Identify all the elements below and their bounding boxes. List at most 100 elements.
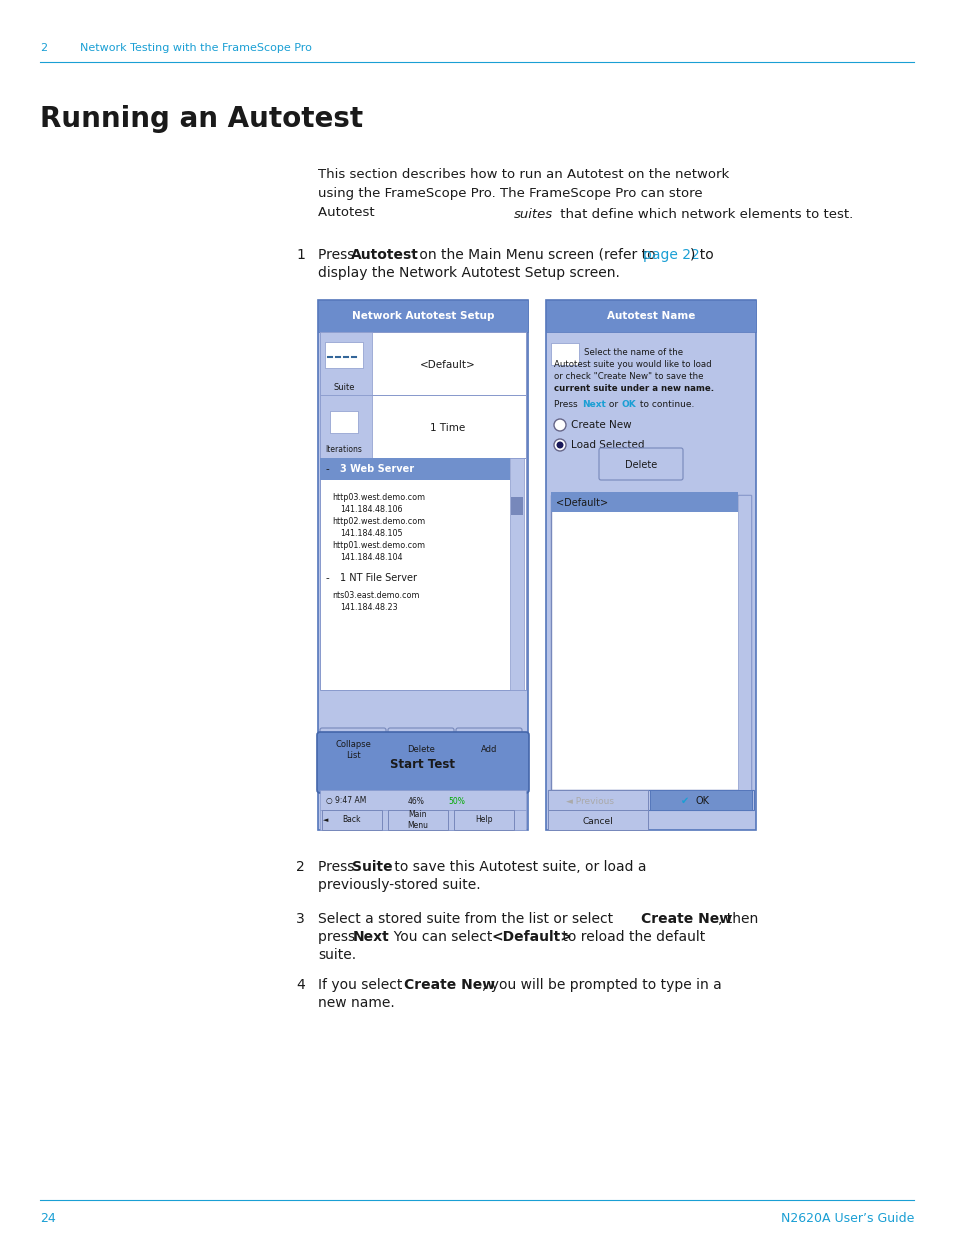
Bar	[649, 790, 751, 810]
Text: Network Autotest Setup: Network Autotest Setup	[352, 311, 494, 321]
Text: to reload the default: to reload the default	[558, 930, 704, 944]
Text: previously-stored suite.: previously-stored suite.	[317, 878, 480, 892]
Text: ◄: ◄	[323, 818, 328, 823]
Text: Start Test: Start Test	[390, 757, 455, 771]
Bar	[322, 810, 381, 830]
Text: Iterations: Iterations	[325, 446, 362, 454]
Text: Press: Press	[554, 400, 579, 409]
Text: display the Network Autotest Setup screen.: display the Network Autotest Setup scree…	[317, 266, 619, 280]
Text: 1 Time: 1 Time	[430, 424, 465, 433]
Bar	[511, 496, 522, 515]
Text: or check "Create New" to save the: or check "Create New" to save the	[554, 372, 702, 382]
Text: <Default>: <Default>	[556, 498, 607, 508]
Text: http01.west.demo.com: http01.west.demo.com	[332, 541, 425, 551]
Text: <Default>: <Default>	[492, 930, 572, 944]
Text: . You can select: . You can select	[385, 930, 497, 944]
Bar	[319, 332, 372, 395]
FancyBboxPatch shape	[456, 727, 521, 772]
Text: or: or	[605, 400, 620, 409]
Text: Delete: Delete	[407, 746, 435, 755]
Text: nts03.east.demo.com: nts03.east.demo.com	[332, 592, 419, 600]
Bar	[547, 810, 647, 830]
Text: , then: , then	[718, 911, 758, 926]
Text: ○ 9:47 AM: ○ 9:47 AM	[326, 797, 366, 805]
Bar	[551, 492, 738, 513]
Text: Load Selected: Load Selected	[571, 440, 644, 450]
Bar	[317, 300, 527, 830]
Bar	[319, 395, 372, 458]
Text: -: -	[326, 464, 333, 474]
Text: Press: Press	[317, 860, 358, 874]
Text: 2: 2	[295, 860, 304, 874]
Text: 2: 2	[40, 43, 47, 53]
Text: 1 NT File Server: 1 NT File Server	[339, 573, 416, 583]
Text: 50%: 50%	[448, 797, 464, 805]
Bar	[738, 495, 750, 790]
Text: Main
Menu: Main Menu	[407, 810, 428, 830]
Text: OK: OK	[696, 797, 709, 806]
Text: Create New: Create New	[640, 911, 731, 926]
Text: Next: Next	[353, 930, 390, 944]
Text: Create New: Create New	[571, 420, 631, 430]
Text: Autotest: Autotest	[351, 248, 418, 262]
Text: , you will be prompted to type in a: , you will be prompted to type in a	[481, 978, 721, 992]
Text: -: -	[326, 573, 333, 583]
Text: OK: OK	[621, 400, 636, 409]
FancyBboxPatch shape	[319, 727, 386, 772]
Text: new name.: new name.	[317, 995, 395, 1010]
Circle shape	[556, 441, 563, 448]
Bar	[325, 342, 363, 368]
Text: Back: Back	[342, 815, 361, 825]
Text: 141.184.48.106: 141.184.48.106	[339, 505, 402, 515]
Text: Suite: Suite	[333, 384, 355, 393]
Text: 1: 1	[295, 248, 305, 262]
Text: 4: 4	[295, 978, 304, 992]
Text: Running an Autotest: Running an Autotest	[40, 105, 363, 133]
Text: Autotest Name: Autotest Name	[606, 311, 695, 321]
Text: suites: suites	[514, 207, 553, 221]
Bar	[547, 790, 647, 810]
Text: 46%: 46%	[408, 797, 424, 805]
Text: Autotest suite you would like to load: Autotest suite you would like to load	[554, 359, 711, 369]
Text: Next: Next	[581, 400, 605, 409]
Text: 141.184.48.23: 141.184.48.23	[339, 604, 397, 613]
Bar	[319, 810, 525, 830]
Text: 3: 3	[295, 911, 304, 926]
Bar	[388, 810, 448, 830]
Bar	[317, 300, 527, 332]
Text: If you select: If you select	[317, 978, 406, 992]
Bar	[545, 300, 755, 332]
Circle shape	[554, 419, 565, 431]
Bar	[551, 343, 578, 366]
Text: Network Testing with the FrameScope Pro: Network Testing with the FrameScope Pro	[80, 43, 312, 53]
Bar	[551, 495, 750, 790]
Text: ◄ Previous: ◄ Previous	[565, 797, 614, 805]
Text: http03.west.demo.com: http03.west.demo.com	[332, 494, 425, 503]
Text: Select the name of the: Select the name of the	[583, 348, 682, 357]
Bar	[454, 810, 514, 830]
Text: that define which network elements to test.: that define which network elements to te…	[556, 207, 852, 221]
Bar	[545, 300, 755, 830]
Text: Suite: Suite	[352, 860, 393, 874]
Text: This section describes how to run an Autotest on the network
using the FrameScop: This section describes how to run an Aut…	[317, 168, 728, 219]
Text: ✔: ✔	[680, 797, 688, 806]
Bar	[319, 790, 525, 810]
FancyBboxPatch shape	[598, 448, 682, 480]
Bar	[319, 332, 525, 395]
FancyBboxPatch shape	[388, 727, 454, 772]
Text: Help: Help	[475, 815, 493, 825]
Text: Select a stored suite from the list or select: Select a stored suite from the list or s…	[317, 911, 617, 926]
Text: http02.west.demo.com: http02.west.demo.com	[332, 517, 425, 526]
Text: to continue.: to continue.	[637, 400, 694, 409]
Text: press: press	[317, 930, 359, 944]
Bar	[319, 395, 525, 458]
Text: 3 Web Server: 3 Web Server	[339, 464, 414, 474]
FancyBboxPatch shape	[316, 732, 529, 793]
Text: ) to: ) to	[689, 248, 713, 262]
Bar	[330, 411, 357, 433]
Circle shape	[554, 438, 565, 451]
Text: Add: Add	[480, 746, 497, 755]
Text: suite.: suite.	[317, 948, 355, 962]
Text: on the Main Menu screen (refer to: on the Main Menu screen (refer to	[415, 248, 659, 262]
Text: 141.184.48.105: 141.184.48.105	[339, 530, 402, 538]
